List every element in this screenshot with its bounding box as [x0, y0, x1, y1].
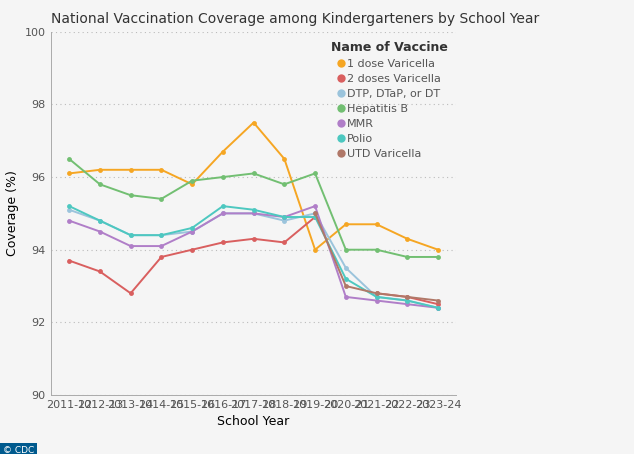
UTD Varicella	[311, 211, 319, 216]
2 doses Varicella	[188, 247, 196, 252]
Polio	[434, 305, 442, 311]
MMR	[158, 243, 165, 249]
Y-axis label: Coverage (%): Coverage (%)	[6, 170, 19, 257]
Hepatitis B	[158, 196, 165, 202]
Polio	[280, 214, 288, 220]
Hepatitis B	[434, 254, 442, 260]
Polio	[373, 294, 380, 300]
Polio	[250, 207, 257, 212]
DTP, DTaP, or DT	[434, 305, 442, 311]
DTP, DTaP, or DT	[65, 207, 73, 212]
MMR	[188, 229, 196, 234]
2 doses Varicella	[127, 291, 134, 296]
2 doses Varicella	[280, 240, 288, 245]
Hepatitis B	[342, 247, 349, 252]
1 dose Varicella	[342, 222, 349, 227]
2 doses Varicella	[158, 254, 165, 260]
X-axis label: School Year: School Year	[217, 415, 290, 429]
Text: © CDC: © CDC	[3, 446, 34, 454]
Polio	[188, 225, 196, 231]
Line: 2 doses Varicella: 2 doses Varicella	[67, 215, 318, 296]
MMR	[280, 214, 288, 220]
1 dose Varicella	[434, 247, 442, 252]
1 dose Varicella	[158, 167, 165, 173]
Polio	[158, 232, 165, 238]
2 doses Varicella	[65, 258, 73, 263]
Hepatitis B	[65, 156, 73, 162]
DTP, DTaP, or DT	[96, 218, 104, 223]
MMR	[403, 301, 411, 307]
Polio	[219, 203, 227, 209]
MMR	[342, 294, 349, 300]
Polio	[65, 203, 73, 209]
Hepatitis B	[127, 192, 134, 198]
DTP, DTaP, or DT	[280, 218, 288, 223]
Hepatitis B	[373, 247, 380, 252]
1 dose Varicella	[373, 222, 380, 227]
MMR	[250, 211, 257, 216]
1 dose Varicella	[280, 156, 288, 162]
Hepatitis B	[188, 178, 196, 183]
Line: MMR: MMR	[67, 204, 441, 310]
1 dose Varicella	[219, 149, 227, 154]
1 dose Varicella	[127, 167, 134, 173]
Hepatitis B	[250, 171, 257, 176]
MMR	[434, 305, 442, 311]
MMR	[127, 243, 134, 249]
2 doses Varicella	[219, 240, 227, 245]
DTP, DTaP, or DT	[127, 232, 134, 238]
DTP, DTaP, or DT	[403, 298, 411, 303]
1 dose Varicella	[188, 182, 196, 187]
DTP, DTaP, or DT	[250, 211, 257, 216]
Hepatitis B	[96, 182, 104, 187]
DTP, DTaP, or DT	[373, 294, 380, 300]
DTP, DTaP, or DT	[219, 211, 227, 216]
1 dose Varicella	[96, 167, 104, 173]
Hepatitis B	[280, 182, 288, 187]
1 dose Varicella	[65, 171, 73, 176]
MMR	[65, 218, 73, 223]
DTP, DTaP, or DT	[188, 229, 196, 234]
2 doses Varicella	[311, 214, 319, 220]
Polio	[96, 218, 104, 223]
Line: DTP, DTaP, or DT: DTP, DTaP, or DT	[67, 207, 441, 310]
DTP, DTaP, or DT	[342, 265, 349, 271]
UTD Varicella	[373, 291, 380, 296]
Hepatitis B	[403, 254, 411, 260]
MMR	[311, 203, 319, 209]
MMR	[219, 211, 227, 216]
DTP, DTaP, or DT	[311, 211, 319, 216]
DTP, DTaP, or DT	[158, 232, 165, 238]
1 dose Varicella	[250, 120, 257, 125]
Polio	[127, 232, 134, 238]
UTD Varicella	[342, 283, 349, 289]
1 dose Varicella	[311, 247, 319, 252]
2 doses Varicella	[250, 236, 257, 242]
Polio	[342, 276, 349, 281]
Polio	[311, 214, 319, 220]
Line: UTD Varicella: UTD Varicella	[313, 211, 441, 303]
Hepatitis B	[311, 171, 319, 176]
UTD Varicella	[403, 294, 411, 300]
Legend: 1 dose Varicella, 2 doses Varicella, DTP, DTaP, or DT, Hepatitis B, MMR, Polio, : 1 dose Varicella, 2 doses Varicella, DTP…	[327, 37, 451, 163]
1 dose Varicella	[403, 236, 411, 242]
Line: 1 dose Varicella: 1 dose Varicella	[67, 120, 441, 252]
2 doses Varicella	[96, 269, 104, 274]
Polio	[403, 298, 411, 303]
Hepatitis B	[219, 174, 227, 180]
Line: Polio: Polio	[67, 204, 441, 310]
UTD Varicella	[434, 298, 442, 303]
Text: National Vaccination Coverage among Kindergarteners by School Year: National Vaccination Coverage among Kind…	[51, 12, 539, 26]
MMR	[373, 298, 380, 303]
Line: Hepatitis B: Hepatitis B	[67, 157, 441, 259]
MMR	[96, 229, 104, 234]
